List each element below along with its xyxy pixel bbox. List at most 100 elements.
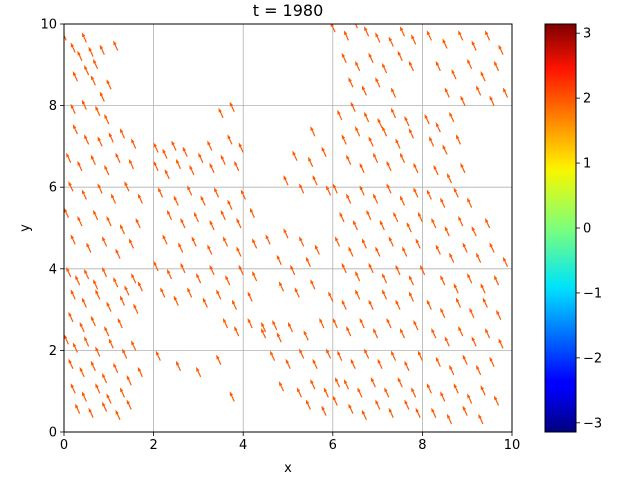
x-tick-label: 10 — [504, 438, 521, 453]
quiver-arrow — [180, 218, 186, 229]
quiver-arrow — [393, 211, 399, 223]
quiver-arrow — [278, 281, 285, 292]
quiver-arrow — [399, 195, 406, 206]
quiver-arrow — [160, 287, 166, 298]
quiver-arrow — [370, 377, 376, 388]
quiver-arrow — [77, 215, 83, 227]
quiver-arrow — [381, 273, 388, 284]
quiver-arrow — [359, 317, 365, 329]
quiver-arrow — [222, 236, 229, 247]
quiver-arrow — [310, 379, 316, 390]
quiver-arrow — [404, 360, 410, 372]
quiver-arrow — [155, 350, 161, 361]
quiver-arrow — [131, 340, 137, 351]
x-tick-label: 2 — [149, 438, 157, 453]
quiver-arrow — [115, 248, 121, 259]
quiver-arrow — [75, 275, 81, 286]
quiver-arrow — [455, 134, 462, 145]
quiver-arrow — [81, 32, 87, 43]
colorbar-tick-label: 2 — [583, 92, 591, 107]
quiver-arrow — [435, 60, 441, 72]
quiver-arrow — [408, 291, 414, 302]
quiver-arrow — [381, 289, 388, 300]
quiver-arrow — [341, 134, 347, 145]
quiver-arrow — [328, 291, 334, 302]
quiver-arrow — [480, 385, 486, 396]
quiver-arrow — [95, 346, 101, 357]
quiver-arrow — [95, 105, 101, 117]
quiver-arrow — [157, 187, 164, 198]
quiver-arrow — [261, 328, 267, 339]
quiver-arrow — [485, 328, 491, 339]
colorbar-tick-label: −3 — [583, 416, 602, 431]
quiver-arrow — [449, 252, 455, 263]
quiver-arrow — [84, 134, 90, 145]
quiver-arrow — [404, 116, 410, 127]
quiver-arrow — [72, 71, 78, 82]
quiver-arrow — [70, 383, 76, 394]
quiver-arrow — [70, 234, 76, 245]
quiver-arrow — [189, 164, 195, 176]
quiver-arrow — [234, 160, 240, 172]
y-axis-label: y — [18, 224, 33, 232]
quiver-arrow — [90, 75, 96, 86]
quiver-arrow — [325, 185, 332, 196]
quiver-arrow — [413, 162, 419, 174]
quiver-arrow — [368, 299, 374, 310]
quiver-arrow — [84, 65, 90, 76]
quiver-arrow — [229, 101, 235, 112]
quiver-arrow — [440, 307, 446, 319]
quiver-arrow — [283, 228, 289, 239]
quiver-arrow — [426, 30, 432, 41]
quiver-arrow — [128, 158, 134, 170]
quiver-arrow — [202, 297, 208, 308]
colorbar-tick-label: −1 — [583, 286, 602, 301]
quiver-arrow — [377, 358, 383, 370]
quiver-arrow — [426, 189, 432, 200]
quiver-arrow — [343, 30, 350, 41]
quiver-arrow — [187, 185, 193, 196]
quiver-arrow — [299, 348, 305, 359]
quiver-arrow — [66, 266, 72, 278]
quiver-arrow — [496, 309, 502, 321]
quiver-arrow — [364, 111, 370, 123]
quiver-arrow — [272, 320, 278, 331]
quiver-arrow — [440, 391, 446, 402]
quiver-arrow — [498, 338, 504, 349]
y-tick-label: 2 — [49, 344, 57, 359]
y-tick-label: 10 — [40, 18, 57, 33]
quiver-arrow — [193, 211, 199, 223]
quiver-arrow — [90, 315, 96, 327]
quiver-arrow — [408, 275, 414, 286]
quiver-arrow — [276, 332, 282, 343]
quiver-arrow — [346, 193, 352, 204]
quiver-arrow — [368, 52, 374, 64]
quiver-arrow — [310, 279, 316, 290]
quiver-arrow — [493, 275, 500, 286]
quiver-arrow — [276, 254, 282, 265]
quiver-arrow — [373, 328, 379, 339]
quiver-arrow — [90, 360, 96, 372]
quiver-arrow — [417, 350, 423, 361]
quiver-arrow — [238, 264, 244, 276]
quiver-arrow — [79, 366, 85, 378]
quiver-arrow — [68, 181, 74, 192]
quiver-arrow — [482, 297, 488, 308]
quiver-arrow — [70, 289, 76, 300]
quiver-arrow — [104, 326, 110, 337]
quiver-arrow — [388, 407, 394, 418]
quiver-arrow — [440, 275, 446, 286]
quiver-arrow — [117, 317, 123, 329]
quiver-arrow — [104, 164, 110, 176]
quiver-arrow — [375, 77, 381, 88]
quiver-arrow — [95, 383, 101, 394]
quiver-arrow — [93, 279, 99, 290]
quiver-arrow — [119, 295, 126, 306]
quiver-arrow — [164, 169, 170, 180]
quiver-arrow — [64, 32, 67, 41]
quiver-arrow — [476, 252, 482, 263]
quiver-arrow — [395, 299, 401, 310]
quiver-arrow — [84, 336, 90, 347]
quiver-arrow — [122, 348, 128, 359]
